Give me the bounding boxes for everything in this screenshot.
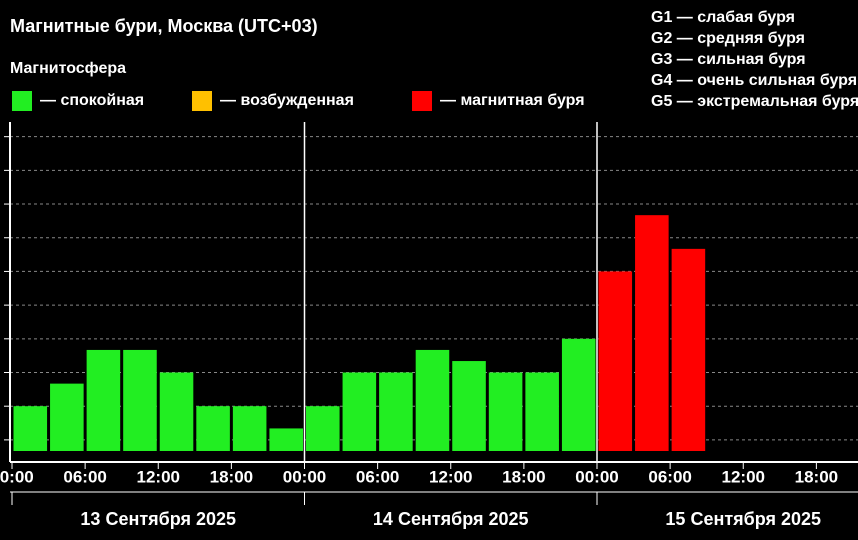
chart-title: Магнитные бури, Москва (UTC+03) (10, 16, 318, 36)
legend-label: — спокойная (40, 92, 144, 109)
x-tick-label: 12:00 (137, 467, 180, 486)
x-tick-label: 06:00 (63, 467, 106, 486)
bar (415, 349, 450, 451)
legend-label: — возбужденная (220, 92, 354, 109)
x-tick-label: 18:00 (210, 467, 253, 486)
bar (50, 383, 84, 451)
storm-level: G3 — сильная буря (651, 51, 806, 68)
x-tick-label: 00:00 (283, 467, 326, 486)
subtitle: Магнитосфера (10, 60, 126, 77)
bar (342, 372, 377, 451)
legend-label: — магнитная буря (440, 92, 585, 109)
x-tick-label: 12:00 (722, 467, 765, 486)
bar (525, 372, 559, 451)
bar (488, 372, 523, 451)
bar (561, 338, 596, 451)
x-tick-label: 18:00 (795, 467, 838, 486)
day-label: 14 Сентября 2025 (373, 509, 529, 529)
day-label: 13 Сентября 2025 (80, 509, 236, 529)
legend-swatch (192, 91, 212, 111)
bar (635, 215, 669, 451)
bar (232, 406, 267, 451)
legend-swatch (12, 91, 32, 111)
x-tick-label: 06:00 (356, 467, 399, 486)
bar (159, 372, 194, 451)
day-label: 15 Сентября 2025 (665, 509, 821, 529)
x-tick-label: 12:00 (429, 467, 472, 486)
bar (671, 248, 706, 451)
storm-level: G4 — очень сильная буря (651, 72, 857, 89)
x-tick-label: 18:00 (502, 467, 545, 486)
bar (196, 406, 230, 451)
x-tick-label: 06:00 (648, 467, 691, 486)
storm-level: G5 — экстремальная буря (651, 93, 858, 110)
bar (13, 406, 48, 451)
storm-level: G2 — средняя буря (651, 30, 805, 47)
bar (306, 406, 340, 451)
bar (452, 361, 486, 451)
x-tick-label: 00:00 (0, 467, 34, 486)
storm-level: G1 — слабая буря (651, 9, 795, 26)
bar (123, 349, 157, 451)
legend-swatch (412, 91, 432, 111)
x-tick-label: 00:00 (575, 467, 618, 486)
bar (269, 428, 303, 451)
bar (598, 271, 633, 451)
bar (379, 372, 413, 451)
bar (86, 349, 121, 451)
